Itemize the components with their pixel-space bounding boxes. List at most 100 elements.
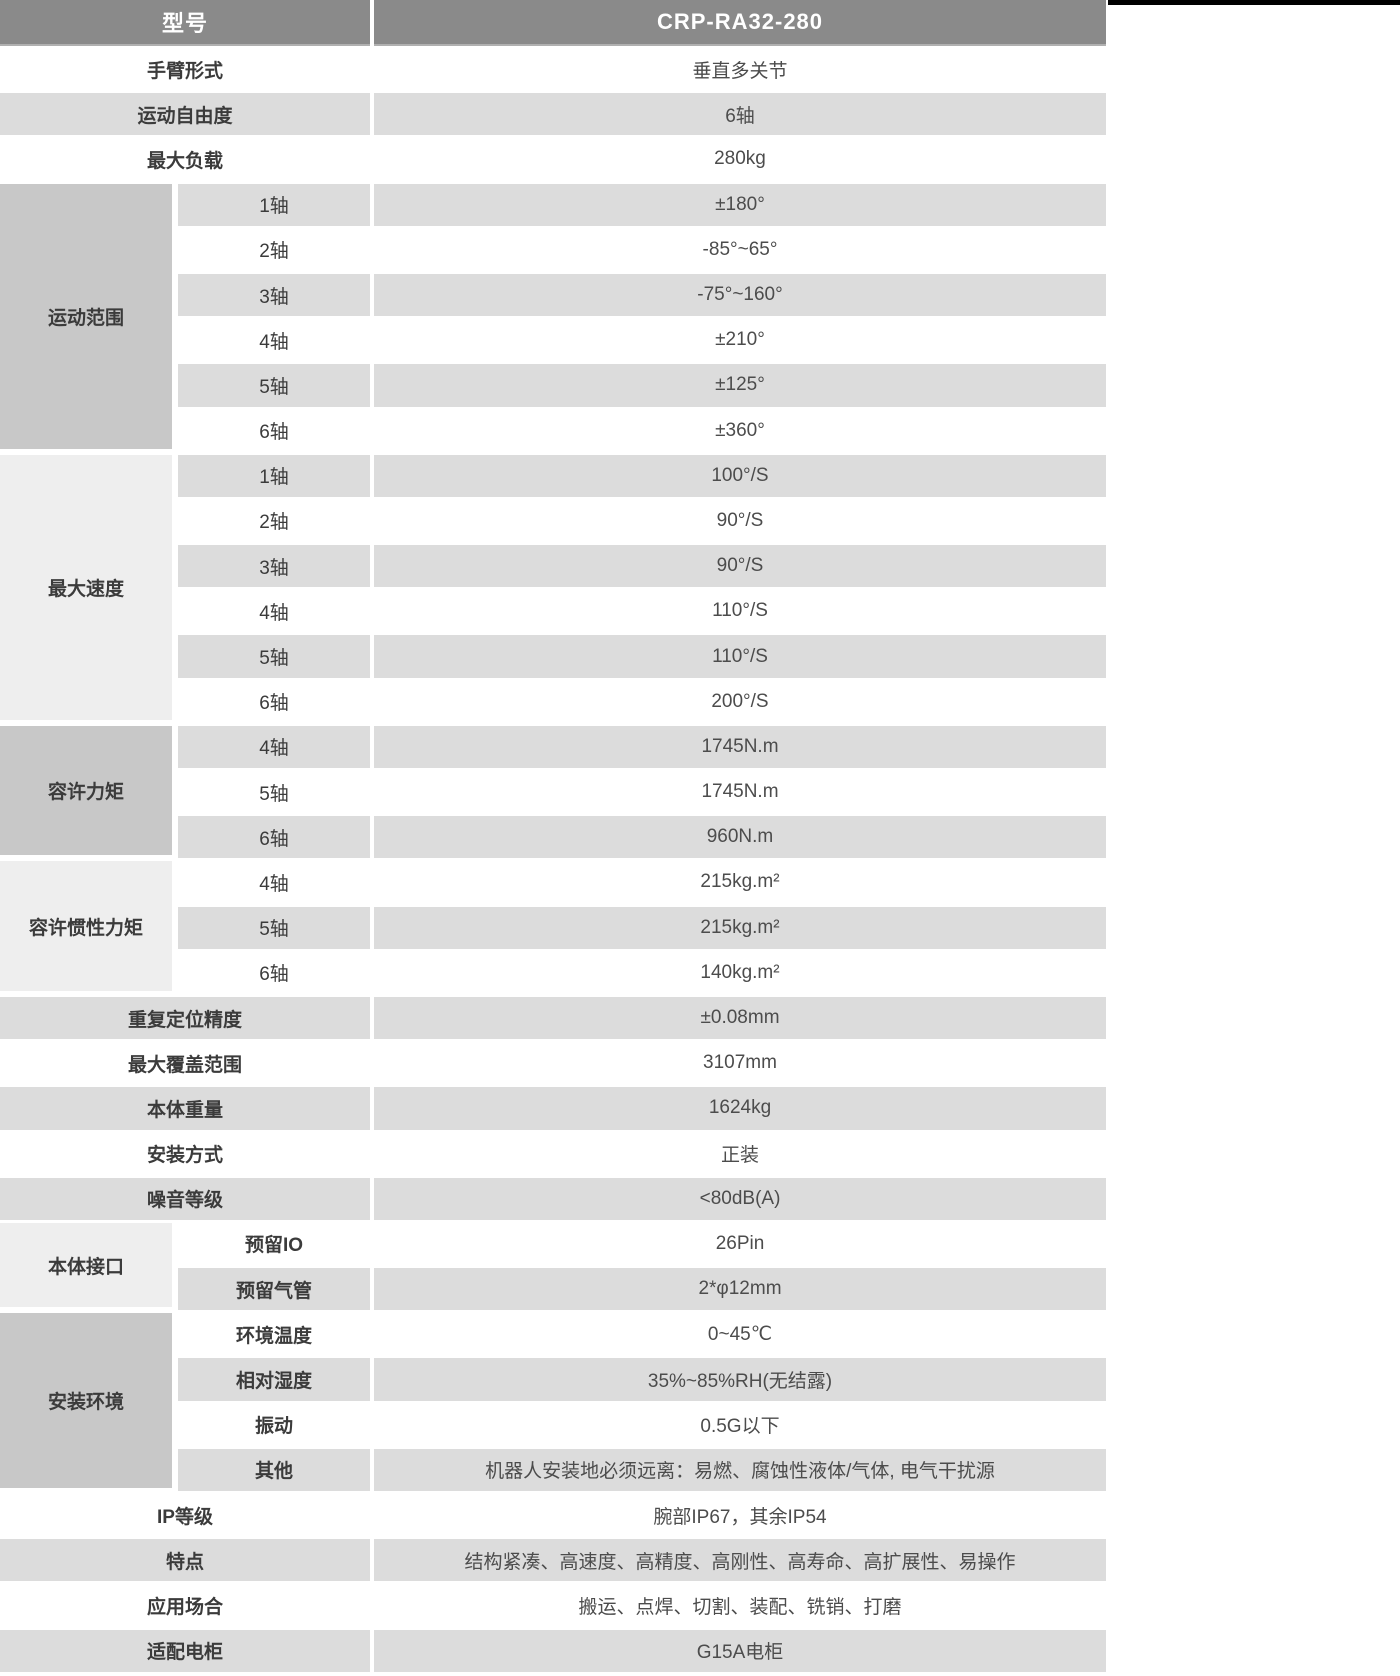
row-sublabel-motion-range-1: 2轴 [178,228,370,271]
table-header-row: 型号 CRP-RA32-280 [0,0,1106,46]
spec-row-motion-range-1: 2轴 -85°~65° [178,228,1106,271]
spec-row-max-speed-4: 5轴 110°/S [178,635,1106,678]
row-label-ip-rating: IP等级 [0,1494,370,1537]
row-value-motion-range-0: ±180° [374,183,1106,226]
section-body-interface: 本体接口 预留IO 26Pin 预留气管 2*φ12mm [0,1222,1106,1311]
row-value-motion-range-4: ±125° [374,364,1106,407]
row-value-applications: 搬运、点焊、切割、装配、铣销、打磨 [374,1584,1106,1627]
header-model-value: CRP-RA32-280 [374,0,1106,46]
spec-row-motion-range-4: 5轴 ±125° [178,364,1106,407]
spec-row-noise-level: 噪音等级 <80dB(A) [0,1177,1106,1220]
row-value-max-speed-4: 110°/S [374,635,1106,678]
spec-row-install-environment-3: 其他 机器人安装地必须远离：易燃、腐蚀性液体/气体, 电气干扰源 [178,1448,1106,1491]
section-max-speed: 最大速度 1轴 100°/S 2轴 90°/S 3轴 90°/S 4轴 110°/S 5轴 110°… [0,454,1106,723]
section-motion-range: 运动范围 1轴 ±180° 2轴 -85°~65° 3轴 -75°~160° 4轴 ±210° 5… [0,183,1106,452]
row-value-motion-range-2: -75°~160° [374,273,1106,317]
row-value-repeatability: ±0.08mm [374,996,1106,1040]
spec-row-install-environment-2: 振动 0.5G以下 [178,1403,1106,1446]
row-value-max-speed-3: 110°/S [374,590,1106,633]
group-label-max-speed: 最大速度 [0,454,172,720]
row-value-features: 结构紧凑、高速度、高精度、高刚性、高寿命、高扩展性、易操作 [374,1539,1106,1582]
row-value-dof: 6轴 [374,93,1106,136]
row-value-arm-type: 垂直多关节 [374,48,1106,91]
row-value-allowable-inertia-0: 215kg.m² [374,861,1106,904]
row-value-install-environment-0: 0~45℃ [374,1313,1106,1356]
row-value-motion-range-3: ±210° [374,319,1106,362]
spec-row-applications: 应用场合 搬运、点焊、切割、装配、铣销、打磨 [0,1584,1106,1627]
row-label-body-weight: 本体重量 [0,1087,370,1130]
row-value-allowable-inertia-2: 140kg.m² [374,951,1106,994]
spec-row-install-environment-0: 环境温度 0~45℃ [178,1313,1106,1356]
row-value-install-environment-2: 0.5G以下 [374,1403,1106,1446]
spec-row-max-speed-3: 4轴 110°/S [178,590,1106,633]
row-value-max-speed-2: 90°/S [374,545,1106,588]
group-rows-allowable-torque: 4轴 1745N.m 5轴 1745N.m 6轴 960N.m [178,725,1106,859]
spec-row-motion-range-0: 1轴 ±180° [178,183,1106,226]
spec-row-motion-range-3: 4轴 ±210° [178,319,1106,362]
spec-row-max-speed-1: 2轴 90°/S [178,499,1106,543]
spec-row-motion-range-5: 6轴 ±360° [178,409,1106,452]
row-sublabel-allowable-torque-0: 4轴 [178,725,370,768]
row-sublabel-motion-range-5: 6轴 [178,409,370,452]
group-rows-motion-range: 1轴 ±180° 2轴 -85°~65° 3轴 -75°~160° 4轴 ±210° 5轴 ±12… [178,183,1106,452]
row-sublabel-max-speed-2: 3轴 [178,545,370,588]
row-label-dof: 运动自由度 [0,93,370,136]
row-sublabel-install-environment-3: 其他 [178,1448,370,1491]
group-rows-install-environment: 环境温度 0~45℃ 相对湿度 35%~85%RH(无结露) 振动 0.5G以下 其他 机器人… [178,1313,1106,1491]
group-label-allowable-torque: 容许力矩 [0,725,172,856]
row-sublabel-install-environment-1: 相对湿度 [178,1358,370,1401]
row-value-motion-range-5: ±360° [374,409,1106,452]
row-value-allowable-inertia-1: 215kg.m² [374,906,1106,949]
row-value-max-payload: 280kg [374,138,1106,181]
row-label-noise-level: 噪音等级 [0,1177,370,1220]
group-rows-max-speed: 1轴 100°/S 2轴 90°/S 3轴 90°/S 4轴 110°/S 5轴 110°/S 6轴… [178,454,1106,723]
robot-spec-table: 型号 CRP-RA32-280 手臂形式 垂直多关节 运动自由度 6轴 最大负载 280k… [0,0,1106,1672]
section-install-environment: 安装环境 环境温度 0~45℃ 相对湿度 35%~85%RH(无结露) 振动 0.5G以下其… [0,1313,1106,1491]
row-value-allowable-torque-0: 1745N.m [374,725,1106,768]
spec-row-body-interface-0: 预留IO 26Pin [178,1222,1106,1266]
spec-row-cabinet: 适配电柜 G15A电柜 [0,1629,1106,1672]
row-value-mounting: 正装 [374,1132,1106,1175]
spec-row-repeatability: 重复定位精度 ±0.08mm [0,996,1106,1040]
spec-row-allowable-torque-1: 5轴 1745N.m [178,771,1106,814]
row-sublabel-max-speed-0: 1轴 [178,454,370,497]
spec-row-max-reach: 最大覆盖范围 3107mm [0,1042,1106,1085]
row-value-ip-rating: 腕部IP67，其余IP54 [374,1494,1106,1537]
spec-row-body-weight: 本体重量 1624kg [0,1087,1106,1130]
row-value-install-environment-3: 机器人安装地必须远离：易燃、腐蚀性液体/气体, 电气干扰源 [374,1448,1106,1491]
section-allowable-torque: 容许力矩 4轴 1745N.m 5轴 1745N.m 6轴 960N.m [0,725,1106,859]
spec-row-install-environment-1: 相对湿度 35%~85%RH(无结露) [178,1358,1106,1401]
row-sublabel-allowable-torque-1: 5轴 [178,771,370,814]
row-value-max-speed-1: 90°/S [374,499,1106,543]
spec-row-max-payload: 最大负载 280kg [0,138,1106,181]
row-value-noise-level: <80dB(A) [374,1177,1106,1220]
group-rows-allowable-inertia: 4轴 215kg.m² 5轴 215kg.m² 6轴 140kg.m² [178,861,1106,994]
group-label-allowable-inertia: 容许惯性力矩 [0,861,172,991]
row-value-cabinet: G15A电柜 [374,1629,1106,1672]
row-sublabel-body-interface-1: 预留气管 [178,1268,370,1311]
row-sublabel-max-speed-3: 4轴 [178,590,370,633]
row-sublabel-motion-range-0: 1轴 [178,183,370,226]
row-label-arm-type: 手臂形式 [0,48,370,91]
row-label-max-payload: 最大负载 [0,138,370,181]
row-sublabel-motion-range-4: 5轴 [178,364,370,407]
row-sublabel-max-speed-1: 2轴 [178,499,370,543]
spec-row-features: 特点 结构紧凑、高速度、高精度、高刚性、高寿命、高扩展性、易操作 [0,1539,1106,1582]
group-rows-body-interface: 预留IO 26Pin 预留气管 2*φ12mm [178,1222,1106,1311]
spec-row-body-interface-1: 预留气管 2*φ12mm [178,1268,1106,1311]
spec-row-allowable-inertia-1: 5轴 215kg.m² [178,906,1106,949]
header-model-label: 型号 [0,0,370,46]
top-right-black-strip [1108,0,1400,5]
row-value-body-interface-1: 2*φ12mm [374,1268,1106,1311]
section-allowable-inertia: 容许惯性力矩 4轴 215kg.m² 5轴 215kg.m² 6轴 140kg.m² [0,861,1106,994]
spec-row-allowable-torque-2: 6轴 960N.m [178,816,1106,859]
row-value-body-weight: 1624kg [374,1087,1106,1130]
row-sublabel-max-speed-5: 6轴 [178,680,370,723]
spec-row-allowable-inertia-0: 4轴 215kg.m² [178,861,1106,904]
row-label-cabinet: 适配电柜 [0,1629,370,1672]
row-value-max-speed-0: 100°/S [374,454,1106,497]
spec-row-dof: 运动自由度 6轴 [0,93,1106,136]
row-sublabel-motion-range-3: 4轴 [178,319,370,362]
group-label-body-interface: 本体接口 [0,1222,172,1308]
row-sublabel-install-environment-2: 振动 [178,1403,370,1446]
